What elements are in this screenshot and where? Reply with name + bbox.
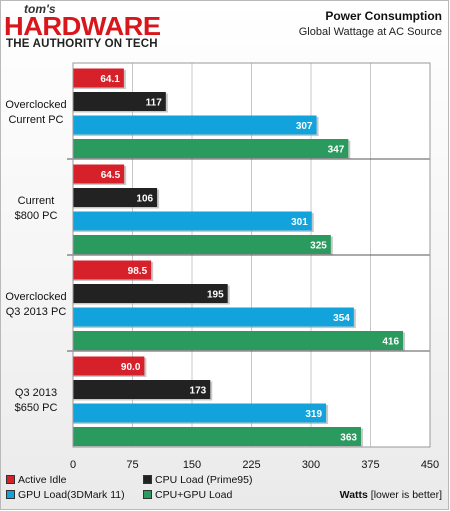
x-axis-note: [lower is better] <box>370 489 442 501</box>
bar <box>73 380 211 399</box>
bar-value-label: 325 <box>310 241 327 252</box>
x-tick-label: 375 <box>361 459 379 471</box>
bar <box>73 68 124 88</box>
bar <box>73 260 152 280</box>
chart-legend: Active Idle CPU Load (Prime95) GPU Load(3D… <box>6 474 276 508</box>
bar-value-label: 106 <box>136 194 153 205</box>
bar-value-label: 363 <box>340 433 357 444</box>
category-label: Q3 2013 $650 PC <box>15 387 58 414</box>
legend-swatch <box>143 490 152 499</box>
toms-hardware-logo: tom's HARDWARE THE AUTHORITY ON TECH <box>4 2 164 54</box>
legend-label: GPU Load(3DMark 11) <box>18 489 125 501</box>
legend-item: CPU+GPU Load <box>143 489 232 501</box>
category-label: Overclocked Current PC <box>5 99 66 126</box>
legend-swatch <box>6 490 15 499</box>
logo-tagline: THE AUTHORITY ON TECH <box>6 38 158 50</box>
bar-value-label: 117 <box>146 98 163 109</box>
category-label: Overclocked Q3 2013 PC <box>5 291 66 318</box>
x-tick-label: 300 <box>302 459 320 471</box>
bar <box>73 92 166 111</box>
legend-label: Active Idle <box>18 474 67 486</box>
bar <box>73 235 331 254</box>
legend-swatch <box>6 475 15 484</box>
bar-value-label: 301 <box>291 217 308 228</box>
x-tick-label: 150 <box>183 459 201 471</box>
bar-value-label: 90.0 <box>121 362 141 373</box>
bar <box>73 427 361 446</box>
bar <box>73 307 354 327</box>
bar <box>73 284 228 303</box>
logo-line-2: HARDWARE <box>4 11 161 41</box>
legend-item: GPU Load(3DMark 11) <box>6 489 125 501</box>
legend-swatch <box>143 475 152 484</box>
bar-value-label: 173 <box>190 386 207 397</box>
legend-item: Active Idle <box>6 474 66 486</box>
bar-value-label: 416 <box>382 337 399 348</box>
x-tick-label: 0 <box>70 459 76 471</box>
bar-value-label: 195 <box>207 290 224 301</box>
x-axis-unit: Watts <box>339 489 368 501</box>
x-axis-label: Watts [lower is better] <box>340 489 442 501</box>
bar-value-label: 354 <box>333 313 350 324</box>
legend-label: CPU+GPU Load <box>155 489 233 501</box>
legend-label: CPU Load (Prime95) <box>155 474 253 486</box>
bar <box>73 188 158 207</box>
bar-value-label: 64.5 <box>101 170 121 181</box>
bar-value-label: 307 <box>296 121 313 132</box>
logo-line-1: tom's <box>24 2 56 16</box>
chart-subtitle: Global Wattage at AC Source <box>298 26 442 38</box>
category-label: Current $800 PC <box>15 195 58 222</box>
x-tick-label: 75 <box>126 459 138 471</box>
bar <box>73 211 312 231</box>
bar-value-label: 319 <box>305 409 322 420</box>
bar-value-label: 64.1 <box>100 74 120 85</box>
bar-value-label: 347 <box>328 145 345 156</box>
chart-title: Power Consumption <box>325 9 442 23</box>
legend-item: CPU Load (Prime95) <box>143 474 252 486</box>
bar <box>73 356 145 376</box>
bar <box>73 403 327 423</box>
bar <box>73 139 349 158</box>
x-tick-label: 225 <box>242 459 260 471</box>
bar <box>73 164 125 184</box>
bar <box>73 331 404 350</box>
bar <box>73 115 317 135</box>
bar-value-label: 98.5 <box>128 266 148 277</box>
x-tick-label: 450 <box>421 459 439 471</box>
plot-border <box>72 62 431 448</box>
